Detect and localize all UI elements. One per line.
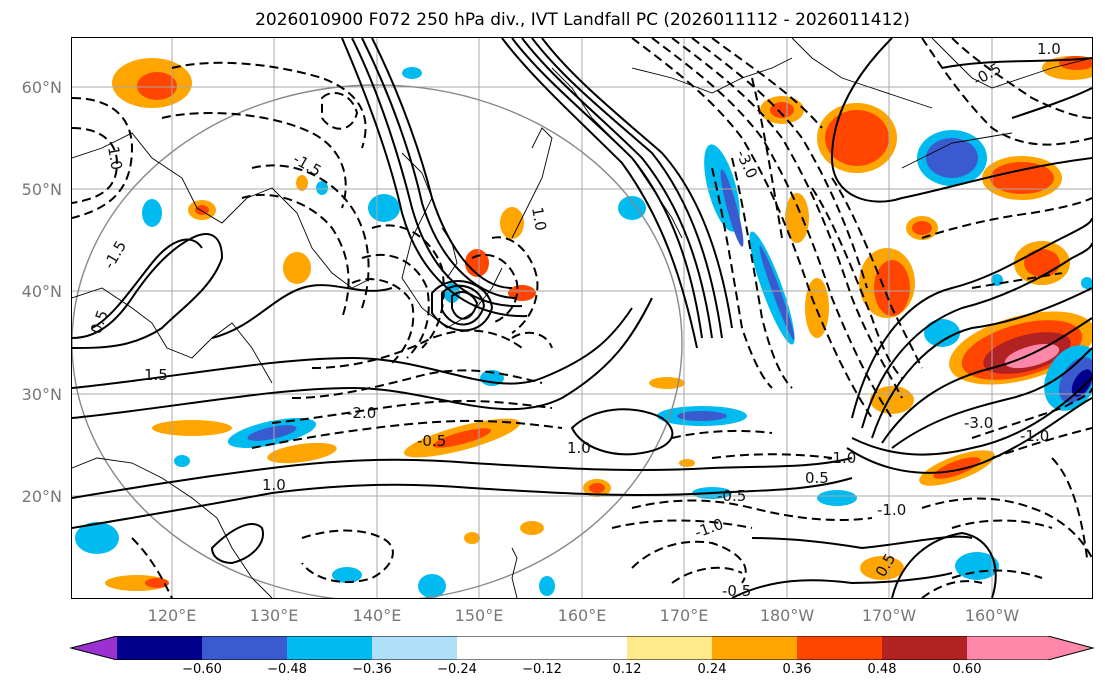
contour-label: 1.5 — [144, 366, 168, 384]
lon-label: 120°E — [147, 606, 197, 625]
colorbar-tick: 0.36 — [782, 662, 812, 677]
contour-label: -3.0 — [964, 414, 993, 432]
map-canvas: -1.0 -1.5 0.5 1.0 -2.0 -0.5 1.0 -1.0 0.5… — [72, 38, 1092, 598]
colorbar-tick: −0.24 — [437, 662, 477, 677]
lon-label: 140°E — [352, 606, 402, 625]
lon-label: 130°E — [249, 606, 299, 625]
colorbar-segment — [202, 636, 287, 660]
lat-label: 50°N — [21, 180, 62, 199]
contour-label: -1.0 — [827, 449, 856, 467]
lon-label: 170°E — [659, 606, 709, 625]
lon-label: 160°W — [964, 606, 1020, 625]
colorbar — [69, 636, 1095, 660]
contour-label: -1.0 — [877, 501, 906, 519]
contour-label: 0.5 — [805, 469, 829, 487]
contour-label: -2.0 — [347, 404, 376, 422]
colorbar-tick: −0.48 — [267, 662, 307, 677]
colorbar-tick: −0.60 — [182, 662, 222, 677]
lat-label: 40°N — [21, 282, 62, 301]
colorbar-segment — [712, 636, 797, 660]
contour-label: 0.5 — [87, 308, 112, 337]
contour-label: -0.5 — [717, 487, 746, 505]
contour-label: -1.5 — [100, 238, 130, 272]
lat-label: 30°N — [21, 385, 62, 404]
figure-title: 2026010900 F072 250 hPa div., IVT Landfa… — [255, 10, 910, 30]
colorbar-segment — [287, 636, 372, 660]
divergence-shading — [75, 56, 1092, 598]
lat-label: 20°N — [21, 487, 62, 506]
contour-label: 1.0 — [1037, 40, 1061, 58]
lat-label: 60°N — [21, 78, 62, 97]
lon-label: 150°E — [454, 606, 504, 625]
lon-label: 160°E — [557, 606, 607, 625]
contour-label: -1.0 — [1020, 427, 1049, 445]
lon-label: 180°W — [759, 606, 815, 625]
contour-labels: -1.0 -1.5 0.5 1.0 -2.0 -0.5 1.0 -1.0 0.5… — [87, 40, 1061, 598]
colorbar-segment — [457, 636, 627, 660]
colorbar-segment — [117, 636, 202, 660]
colorbar-tick: 0.60 — [952, 662, 982, 677]
colorbar-segment — [882, 636, 967, 660]
graticule — [72, 38, 1092, 598]
colorbar-outline — [69, 636, 1095, 660]
colorbar-segment — [372, 636, 457, 660]
colorbar-segment — [967, 636, 1093, 660]
contour-label: 1.0 — [528, 206, 550, 233]
colorbar-segment — [71, 636, 117, 660]
colorbar-tick: −0.36 — [352, 662, 392, 677]
colorbar-tick: 0.48 — [867, 662, 897, 677]
contour-label: -0.5 — [417, 432, 446, 450]
contour-label: -1.5 — [290, 150, 324, 180]
colorbar-segment — [627, 636, 712, 660]
contour-label: 1.0 — [567, 439, 591, 457]
landfall-region-circle — [72, 84, 683, 598]
negative-contours — [72, 38, 1092, 598]
colorbar-tick: 0.12 — [612, 662, 642, 677]
contour-label: -1.0 — [103, 140, 126, 172]
lon-label: 170°W — [861, 606, 917, 625]
colorbar-tick: −0.12 — [522, 662, 562, 677]
colorbar-tick: 0.24 — [697, 662, 727, 677]
colorbar-segment — [797, 636, 882, 660]
map-panel: -1.0 -1.5 0.5 1.0 -2.0 -0.5 1.0 -1.0 0.5… — [71, 37, 1093, 599]
contour-label: -1.0 — [692, 515, 726, 542]
contour-label: -0.5 — [722, 582, 751, 598]
contour-label: 1.0 — [262, 476, 286, 494]
